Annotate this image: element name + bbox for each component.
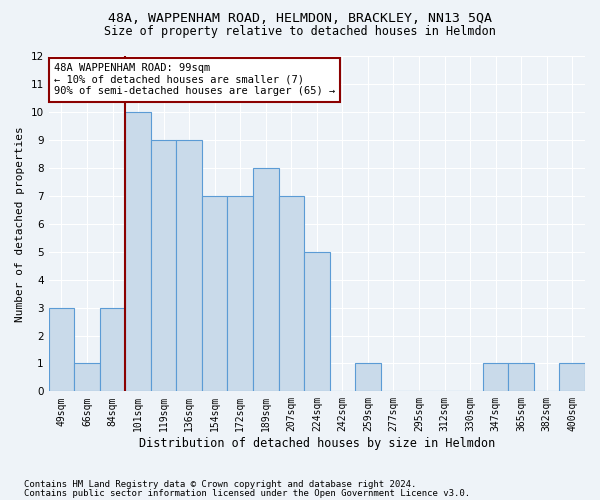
Bar	[227, 196, 253, 392]
Bar	[278, 196, 304, 392]
Text: Size of property relative to detached houses in Helmdon: Size of property relative to detached ho…	[104, 25, 496, 38]
Text: 48A, WAPPENHAM ROAD, HELMDON, BRACKLEY, NN13 5QA: 48A, WAPPENHAM ROAD, HELMDON, BRACKLEY, …	[108, 12, 492, 26]
Text: Contains HM Land Registry data © Crown copyright and database right 2024.: Contains HM Land Registry data © Crown c…	[24, 480, 416, 489]
Bar	[100, 308, 125, 392]
Text: Contains public sector information licensed under the Open Government Licence v3: Contains public sector information licen…	[24, 489, 470, 498]
Bar	[151, 140, 176, 392]
Y-axis label: Number of detached properties: Number of detached properties	[15, 126, 25, 322]
Bar	[74, 364, 100, 392]
Bar	[508, 364, 534, 392]
Bar	[49, 308, 74, 392]
Bar	[355, 364, 380, 392]
X-axis label: Distribution of detached houses by size in Helmdon: Distribution of detached houses by size …	[139, 437, 495, 450]
Bar	[559, 364, 585, 392]
Bar	[202, 196, 227, 392]
Bar	[304, 252, 329, 392]
Bar	[483, 364, 508, 392]
Text: 48A WAPPENHAM ROAD: 99sqm
← 10% of detached houses are smaller (7)
90% of semi-d: 48A WAPPENHAM ROAD: 99sqm ← 10% of detac…	[54, 63, 335, 96]
Bar	[176, 140, 202, 392]
Bar	[125, 112, 151, 392]
Bar	[253, 168, 278, 392]
